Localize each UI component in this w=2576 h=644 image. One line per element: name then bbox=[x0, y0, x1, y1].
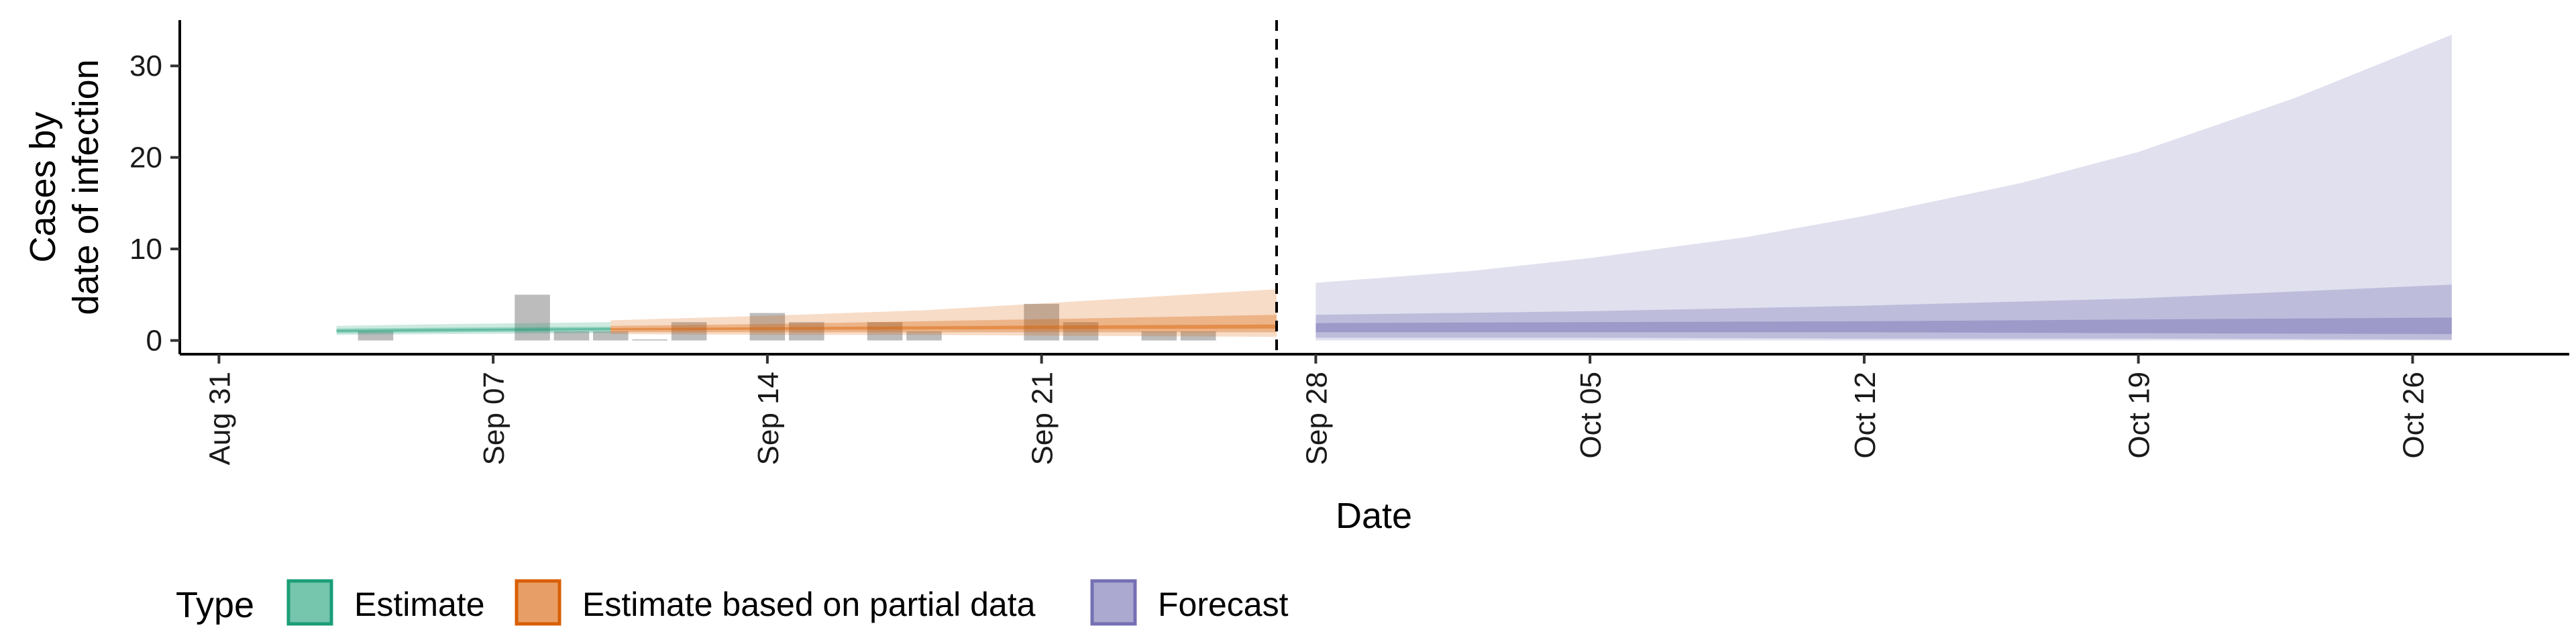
x-tick-label: Oct 26 bbox=[2397, 372, 2430, 459]
observed-case-bar bbox=[515, 294, 550, 341]
observed-cases-bars bbox=[358, 294, 1216, 341]
x-tick-label: Sep 28 bbox=[1300, 372, 1333, 465]
legend: Type Estimate Estimate based on partial d… bbox=[176, 579, 1289, 626]
y-axis-title-line-2: date of infection bbox=[66, 59, 106, 315]
legend-swatch bbox=[515, 579, 561, 626]
observed-case-bar bbox=[867, 322, 903, 341]
x-tick-label: Oct 12 bbox=[1849, 372, 1882, 459]
ribbon-estimate-outer bbox=[336, 322, 611, 335]
observed-case-bar bbox=[593, 331, 629, 341]
x-tick-label: Sep 14 bbox=[752, 372, 785, 465]
axes bbox=[178, 20, 2569, 356]
ribbon-estimate-based-on-partial-data-outer bbox=[610, 289, 1277, 337]
x-axis-title: Date bbox=[1336, 496, 1412, 536]
observed-case-bar bbox=[358, 331, 394, 341]
legend-title: Type bbox=[176, 585, 254, 625]
observed-case-bar bbox=[671, 322, 707, 341]
x-tick-label: Sep 21 bbox=[1026, 372, 1059, 465]
y-tick-label: 20 bbox=[129, 142, 162, 174]
ribbon-estimate-based-on-partial-data-mid bbox=[610, 315, 1277, 333]
observed-case-bar bbox=[1180, 331, 1216, 341]
estimate-ribbons bbox=[336, 34, 2452, 341]
y-tick-label: 0 bbox=[146, 325, 162, 358]
ribbon-estimate-mid bbox=[336, 327, 611, 333]
observed-case-bar bbox=[553, 331, 590, 341]
observed-case-bar bbox=[749, 313, 786, 341]
x-axis-ticks: Aug 31 Sep 07 Sep 14 Sep 21 Sep 28 Oct 05 Oct … bbox=[203, 354, 2430, 465]
ribbon-estimate-inner bbox=[336, 328, 611, 332]
legend-label: Estimate based on partial data bbox=[582, 586, 1036, 623]
observed-case-bar bbox=[1063, 322, 1099, 341]
legend-label: Estimate bbox=[354, 586, 485, 623]
ribbon-forecast-inner bbox=[1316, 317, 2452, 334]
x-tick-label: Oct 05 bbox=[1574, 372, 1607, 459]
legend-swatch bbox=[286, 579, 333, 626]
y-axis-ticks: 0 10 20 30 bbox=[129, 50, 180, 358]
observed-case-bar bbox=[1141, 331, 1177, 341]
x-tick-label: Aug 31 bbox=[203, 372, 236, 465]
x-tick-label: Oct 19 bbox=[2123, 372, 2156, 459]
legend-label: Forecast bbox=[1158, 586, 1289, 623]
y-tick-label: 10 bbox=[129, 233, 162, 266]
x-tick-label: Sep 07 bbox=[478, 372, 511, 465]
observed-case-bar bbox=[789, 322, 824, 341]
y-axis-title-line-1: Cases by bbox=[23, 111, 63, 262]
ribbon-forecast-mid bbox=[1316, 284, 2452, 340]
y-tick-label: 30 bbox=[129, 50, 162, 83]
observed-case-bar bbox=[1024, 303, 1059, 341]
observed-case-bar bbox=[632, 339, 667, 341]
legend-swatch bbox=[1090, 579, 1137, 626]
ribbon-forecast-outer bbox=[1316, 34, 2452, 341]
ribbon-estimate-based-on-partial-data-inner bbox=[610, 324, 1277, 331]
observed-case-bar bbox=[906, 331, 942, 341]
